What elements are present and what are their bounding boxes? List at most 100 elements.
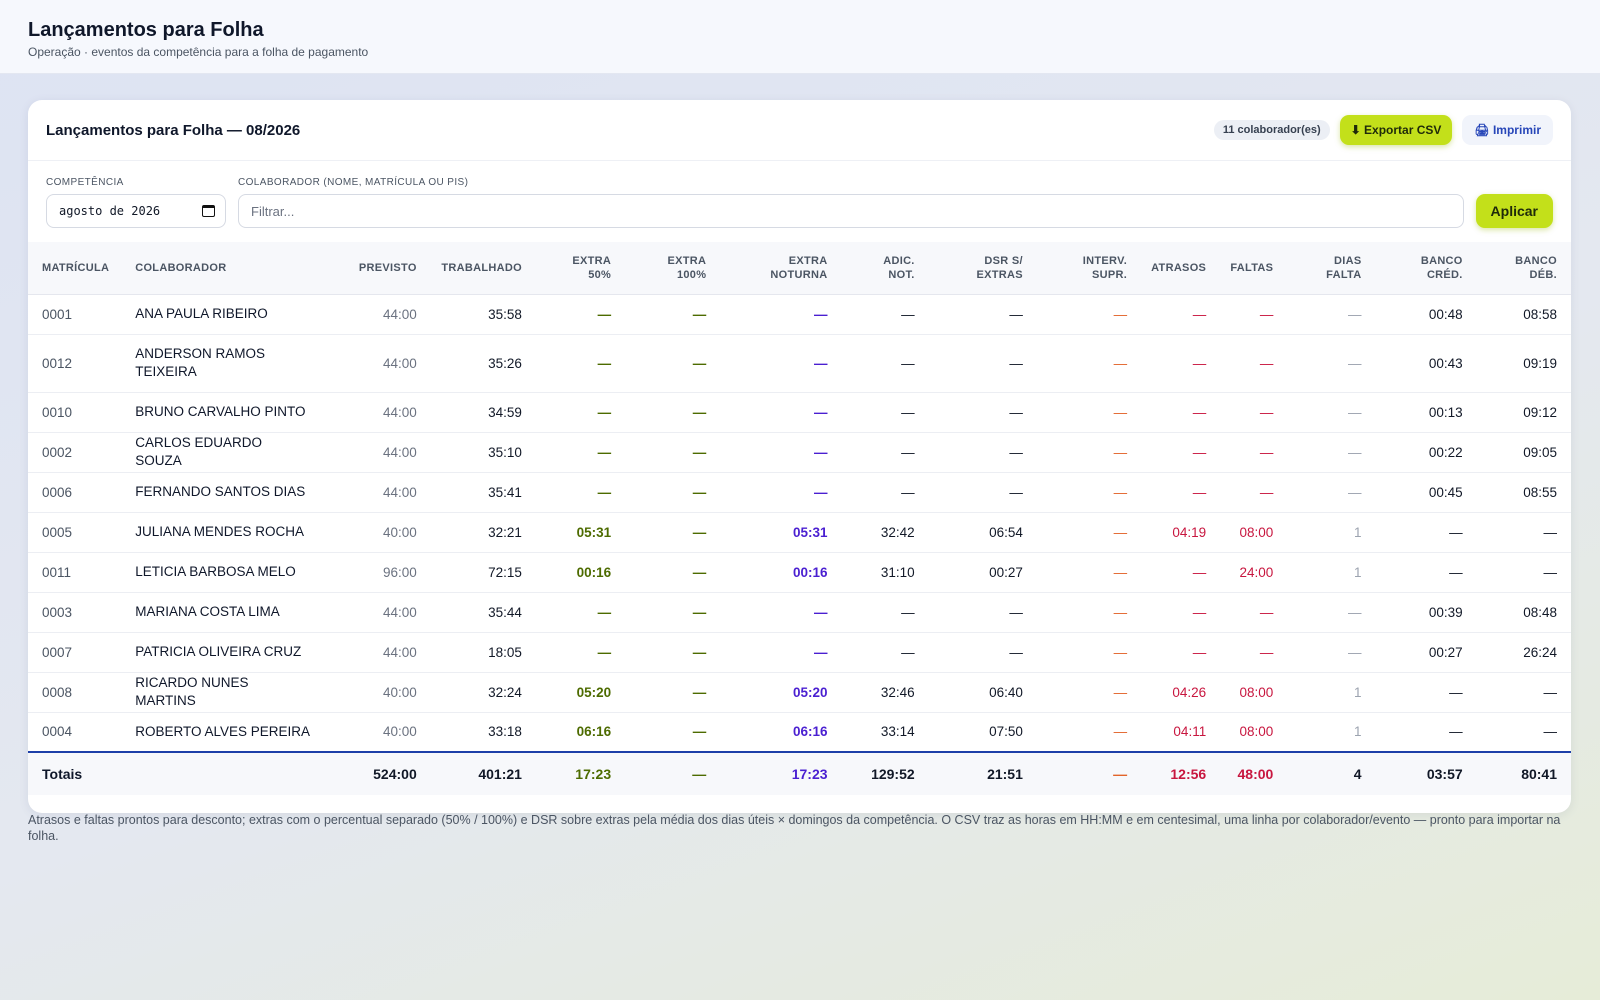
interv-supr-cell: —: [1022, 432, 1128, 473]
extra-100-cell: —: [611, 632, 707, 673]
table-row[interactable]: 0001 ANA PAULA RIBEIRO 44:00 35:58— — — — — — — — —…: [28, 294, 1571, 335]
extra-50-cell: —: [521, 472, 612, 513]
colaborador-cell: PATRICIA OLIVEIRA CRUZ: [135, 632, 331, 673]
col-header-extra-50[interactable]: EXTRA 50%: [521, 242, 612, 295]
interv-supr-cell: —: [1022, 552, 1128, 593]
dsr-extras-cell: —: [914, 632, 1023, 673]
trabalhado-cell: 35:44: [416, 592, 522, 633]
faltas-cell: 24:00: [1206, 552, 1274, 593]
col-header-interv-supr[interactable]: INTERV. SUPR.: [1022, 242, 1128, 295]
previsto-cell: 40:00: [330, 672, 417, 713]
previsto-cell: 40:00: [330, 512, 417, 553]
filters-bar: COMPETÊNCIA agosto de 2026 COLABORADOR (…: [28, 161, 1571, 242]
adic-not-cell: 31:10: [827, 552, 915, 593]
competencia-date-input[interactable]: agosto de 2026: [46, 194, 226, 228]
extra-noturna-cell: 00:16: [706, 552, 828, 593]
col-header-atrasos[interactable]: ATRASOS: [1127, 242, 1207, 295]
total-banco-deb: 80:41: [1462, 751, 1571, 795]
faltas-cell: —: [1206, 294, 1274, 335]
col-header-banco-deb[interactable]: BANCO DÉB.: [1462, 242, 1571, 295]
dias-falta-cell: —: [1273, 432, 1362, 473]
extra-noturna-cell: —: [706, 432, 828, 473]
table-row[interactable]: 0012 ANDERSON RAMOS TEIXEIRA 44:00 35:26— — —…: [28, 334, 1571, 393]
table-row[interactable]: 0005 JULIANA MENDES ROCHA 40:00 32:21 05:31—…: [28, 512, 1571, 553]
banco-cred-cell: 00:45: [1361, 472, 1463, 513]
banco-deb-cell: 08:58: [1462, 294, 1571, 335]
extra-100-cell: —: [611, 392, 707, 433]
colaborador-cell: BRUNO CARVALHO PINTO: [135, 392, 331, 433]
extra-100-cell: —: [611, 552, 707, 593]
dsr-extras-cell: —: [914, 472, 1023, 513]
matricula-cell: 0001: [28, 294, 136, 335]
trabalhado-cell: 32:21: [416, 512, 522, 553]
atrasos-cell: —: [1127, 294, 1207, 335]
adic-not-cell: 32:46: [827, 672, 915, 713]
total-extra-50: 17:23: [521, 751, 612, 795]
dsr-extras-cell: 06:54: [914, 512, 1023, 553]
table-row[interactable]: 0010 BRUNO CARVALHO PINTO 44:00 34:59— — — — — —…: [28, 392, 1571, 433]
table-row[interactable]: 0008 RICARDO NUNES MARTINS 40:00 32:24 05:20…: [28, 672, 1571, 713]
trabalhado-cell: 34:59: [416, 392, 522, 433]
print-button[interactable]: 🖨 Imprimir: [1462, 115, 1553, 145]
matricula-cell: 0007: [28, 632, 136, 673]
matricula-cell: 0005: [28, 512, 136, 553]
extra-noturna-cell: —: [706, 334, 828, 393]
extra-100-cell: —: [611, 294, 707, 335]
col-header-trabalhado[interactable]: TRABALHADO: [416, 242, 522, 295]
col-header-colaborador[interactable]: COLABORADOR: [135, 242, 331, 295]
extra-50-cell: —: [521, 392, 612, 433]
page-title: Lançamentos para Folha: [28, 19, 264, 41]
table-row[interactable]: 0007 PATRICIA OLIVEIRA CRUZ 44:00 18:05— — — —…: [28, 632, 1571, 673]
extra-50-cell: —: [521, 334, 612, 393]
extra-50-cell: —: [521, 294, 612, 335]
extra-100-cell: —: [611, 512, 707, 553]
table-row[interactable]: 0011 LETICIA BARBOSA MELO 96:00 72:15 00:16—…: [28, 552, 1571, 593]
trabalhado-cell: 35:58: [416, 294, 522, 335]
calendar-icon[interactable]: [202, 205, 215, 217]
previsto-cell: 44:00: [330, 334, 417, 393]
banco-deb-cell: —: [1462, 512, 1571, 553]
atrasos-cell: —: [1127, 432, 1207, 473]
col-header-extra-100-text: EXTRA 100%: [667, 254, 707, 281]
extra-50-cell: —: [521, 432, 612, 473]
adic-not-cell: —: [827, 294, 915, 335]
atrasos-cell: —: [1127, 472, 1207, 513]
col-header-extra-100[interactable]: EXTRA 100%: [611, 242, 707, 295]
colaborador-cell: RICARDO NUNES MARTINS: [135, 672, 331, 713]
col-header-extra-noturna[interactable]: EXTRA NOTURNA: [706, 242, 828, 295]
table-row[interactable]: 0006 FERNANDO SANTOS DIAS 44:00 35:41— — — — — —…: [28, 472, 1571, 513]
faltas-cell: 08:00: [1206, 512, 1274, 553]
matricula-cell: 0003: [28, 592, 136, 633]
col-header-matricula[interactable]: MATRÍCULA: [28, 242, 136, 295]
matricula-cell: 0010: [28, 392, 136, 433]
banco-cred-cell: —: [1361, 552, 1463, 593]
colaborador-group: COLABORADOR (NOME, MATRÍCULA OU PIS): [238, 177, 1464, 228]
col-header-dias-falta[interactable]: DIAS FALTA: [1273, 242, 1362, 295]
col-header-adic-not[interactable]: ADIC. NOT.: [827, 242, 915, 295]
extra-100-cell: —: [611, 334, 707, 393]
table-row[interactable]: 0004 ROBERTO ALVES PEREIRA 40:00 33:18 06:16…: [28, 712, 1571, 753]
apply-button[interactable]: Aplicar: [1475, 194, 1553, 228]
extra-100-cell: —: [611, 672, 707, 713]
col-header-dsr-extras[interactable]: DSR S/ EXTRAS: [914, 242, 1023, 295]
banco-deb-cell: —: [1462, 672, 1571, 713]
colaborador-filter-input[interactable]: [238, 194, 1464, 228]
dias-falta-cell: —: [1273, 472, 1362, 513]
previsto-cell: 44:00: [330, 432, 417, 473]
table-row[interactable]: 0003 MARIANA COSTA LIMA 44:00 35:44— — — — — — — —…: [28, 592, 1571, 633]
trabalhado-cell: 35:41: [416, 472, 522, 513]
banco-cred-cell: —: [1361, 672, 1463, 713]
table-row[interactable]: 0002 CARLOS EDUARDO SOUZA 44:00 35:10— — — — — —…: [28, 432, 1571, 473]
interv-supr-cell: —: [1022, 294, 1128, 335]
banco-cred-cell: —: [1361, 512, 1463, 553]
col-header-faltas[interactable]: FALTAS: [1206, 242, 1274, 295]
export-csv-button[interactable]: ⬇ Exportar CSV: [1339, 115, 1453, 145]
dias-falta-cell: 1: [1273, 552, 1362, 593]
extra-100-cell: —: [611, 592, 707, 633]
col-header-banco-cred[interactable]: BANCO CRÉD.: [1361, 242, 1463, 295]
extra-noturna-cell: —: [706, 472, 828, 513]
extra-50-cell: 00:16: [521, 552, 612, 593]
colaborador-cell: JULIANA MENDES ROCHA: [135, 512, 331, 553]
col-header-previsto[interactable]: PREVISTO: [330, 242, 417, 295]
totals-label: Totais: [28, 751, 331, 795]
